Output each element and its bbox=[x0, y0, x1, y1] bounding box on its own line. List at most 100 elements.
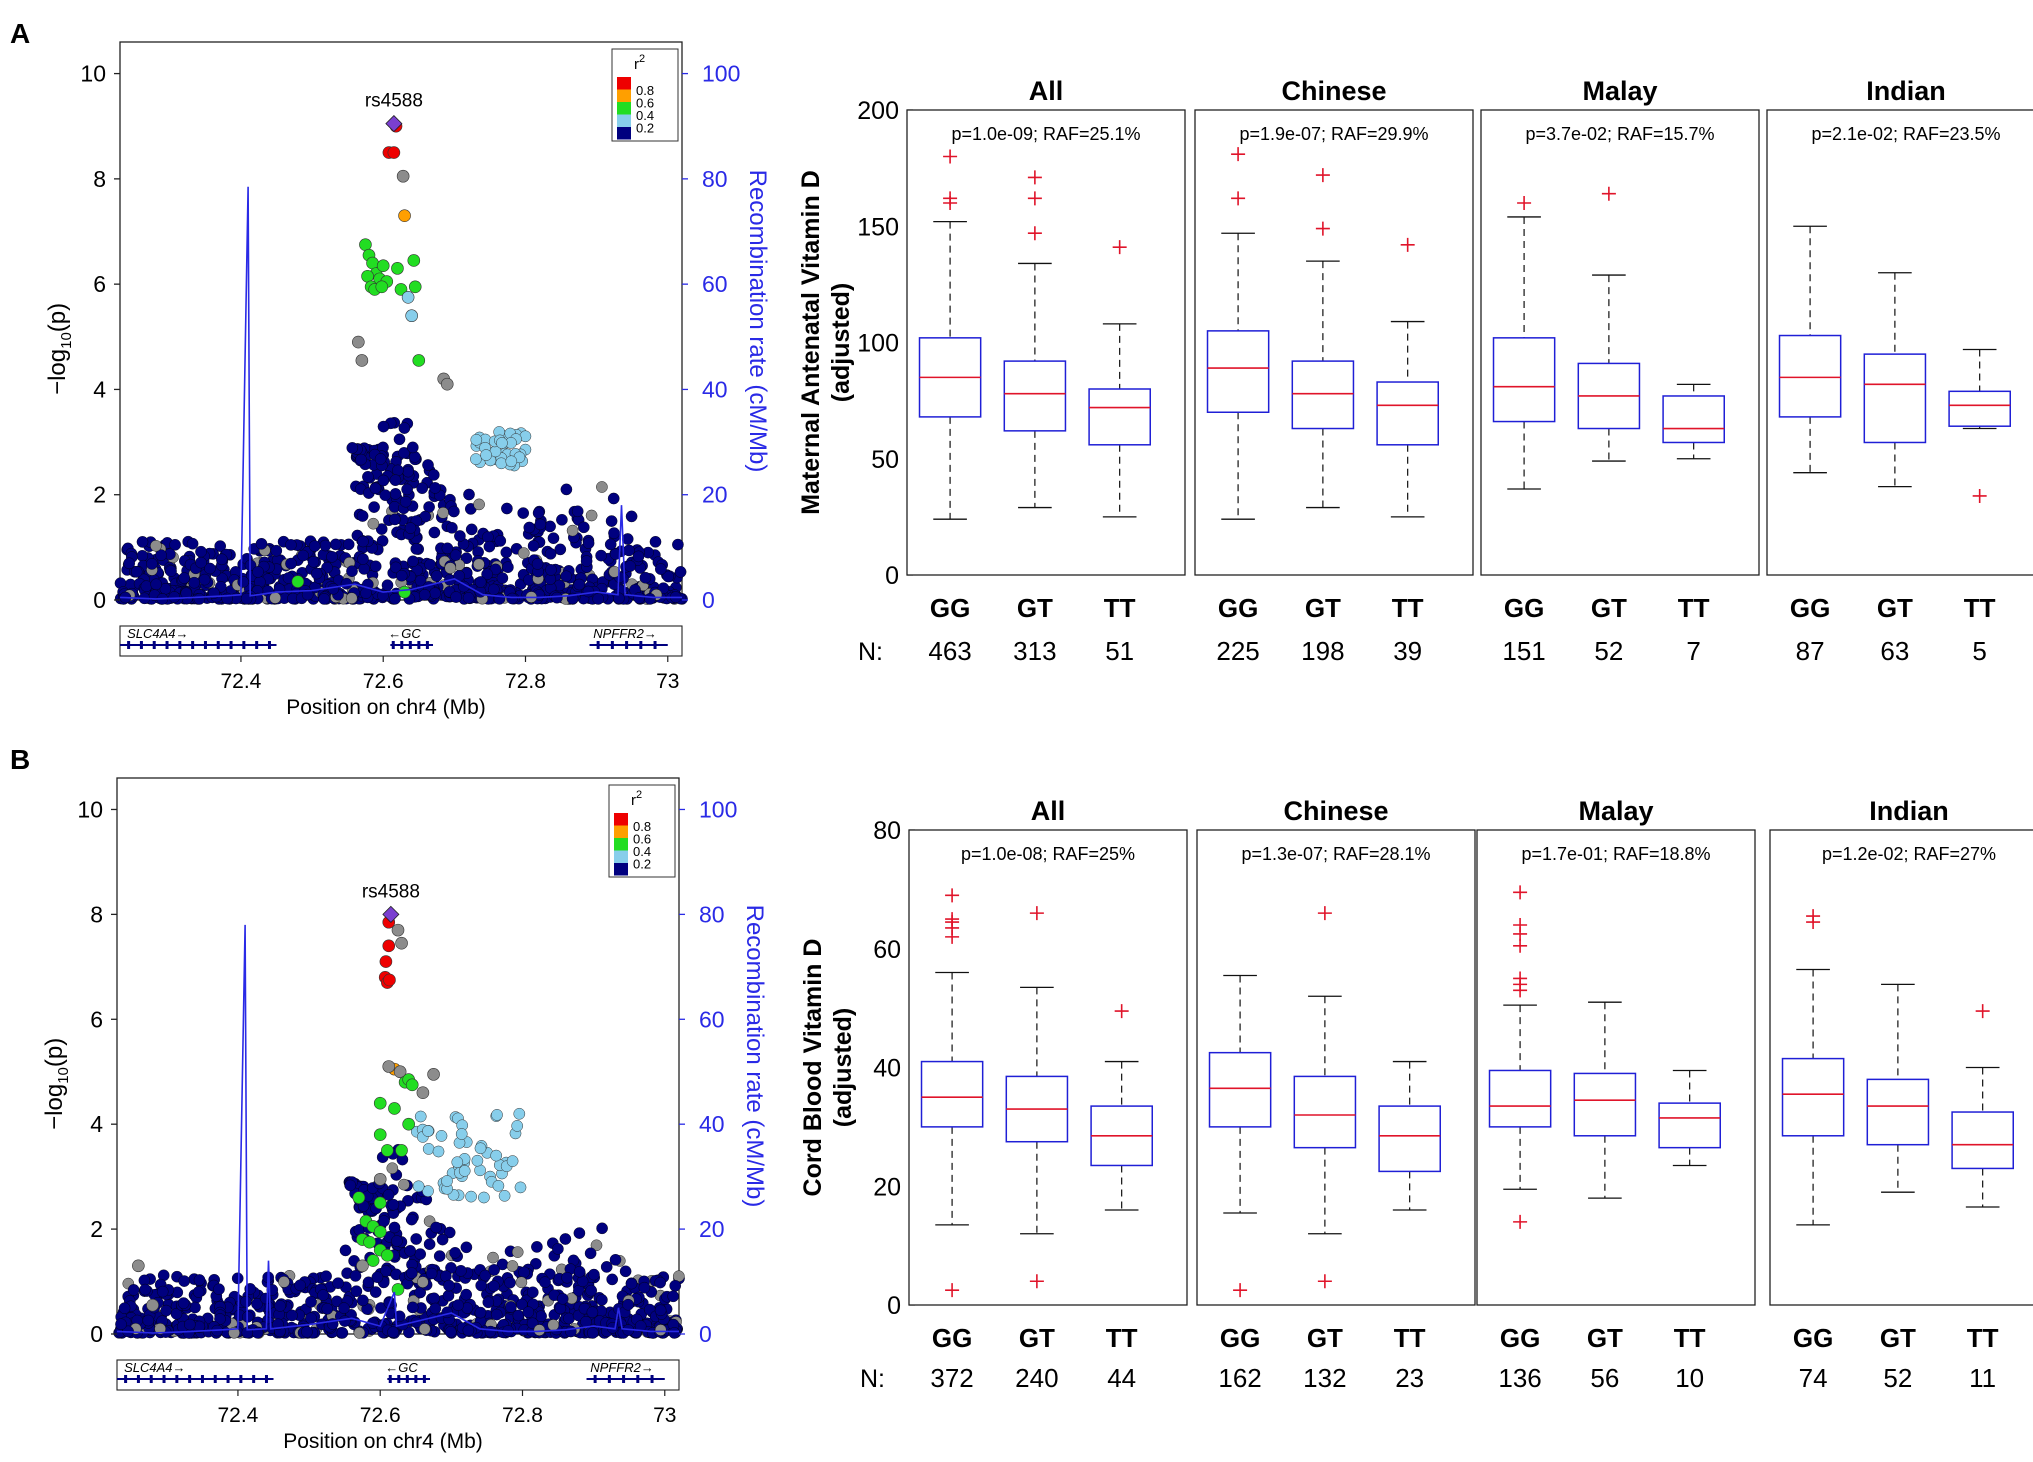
snp-dot bbox=[305, 1296, 317, 1308]
snp-dot-ld04 bbox=[480, 449, 492, 461]
snp-dot bbox=[332, 1277, 344, 1289]
box-gg: GG 74 bbox=[1781, 909, 1845, 1393]
y-right-tick-label: 0 bbox=[702, 587, 715, 613]
snp-dot bbox=[215, 553, 228, 566]
sample-size-label: 10 bbox=[1675, 1363, 1704, 1393]
snp-dot bbox=[377, 474, 390, 487]
snp-dot bbox=[427, 469, 440, 481]
snp-dot bbox=[566, 524, 579, 537]
group-title: Indian bbox=[1866, 76, 1946, 106]
snp-dot bbox=[305, 1312, 317, 1324]
snp-dot bbox=[578, 521, 590, 534]
snp-dot bbox=[213, 1283, 225, 1295]
group-stat: p=1.2e-02; RAF=27% bbox=[1822, 844, 1996, 864]
snp-dot bbox=[278, 1276, 290, 1288]
box-gt: GT 198 bbox=[1291, 168, 1355, 666]
snp-dot bbox=[401, 483, 413, 496]
outlier-marker bbox=[1231, 191, 1246, 206]
gene-exon bbox=[414, 1375, 418, 1383]
gene-label-slc4a4: SLC4A4→ bbox=[127, 626, 188, 641]
gene-exon bbox=[593, 1375, 597, 1383]
snp-dot bbox=[511, 1246, 524, 1258]
snp-dot-highlight bbox=[373, 1172, 387, 1186]
snp-dot bbox=[584, 1247, 597, 1260]
snp-dot bbox=[188, 576, 200, 589]
y-axis-label: Cord Blood Vitamin D bbox=[799, 939, 827, 1197]
box-group-all: All p=1.0e-09; RAF=25.1% GG 463 GT 313 TT 51 bbox=[906, 76, 1186, 666]
iqr-box bbox=[1658, 1102, 1721, 1149]
snp-dot bbox=[490, 1308, 503, 1321]
snp-dot bbox=[142, 1314, 155, 1327]
snp-dot bbox=[465, 523, 478, 536]
recombination-rate-line bbox=[119, 186, 682, 600]
outlier-marker bbox=[943, 196, 958, 210]
gene-exon bbox=[191, 641, 195, 649]
gene-exon bbox=[149, 1375, 153, 1383]
y-tick-label: 0 bbox=[885, 562, 899, 590]
ld-legend-label: 0.4 bbox=[636, 108, 654, 123]
snp-dot bbox=[391, 1235, 403, 1247]
gene-exon bbox=[405, 1375, 409, 1383]
ld-legend-title-text: r bbox=[634, 56, 639, 73]
snp-dot bbox=[389, 513, 401, 526]
iqr-box bbox=[1488, 1069, 1552, 1128]
genotype-label: GG bbox=[1500, 1323, 1540, 1353]
snp-dot bbox=[405, 1267, 418, 1279]
snp-dot bbox=[326, 551, 338, 563]
snp-dot-ld04 bbox=[478, 1191, 490, 1204]
y-tick-label: 10 bbox=[80, 61, 106, 87]
gene-label-gc: ←GC bbox=[388, 626, 421, 641]
gene-exon bbox=[422, 1375, 426, 1383]
snp-dot-ld04 bbox=[412, 1180, 425, 1193]
snp-dot bbox=[251, 1298, 263, 1310]
snp-dot bbox=[389, 561, 402, 574]
box-group-all: All p=1.0e-08; RAF=25% GG 372 GT 240 TT 44 bbox=[908, 796, 1188, 1393]
ld-legend-swatch bbox=[617, 89, 631, 102]
snp-dot bbox=[449, 1247, 461, 1259]
group-title: All bbox=[1031, 796, 1066, 826]
outlier-marker bbox=[945, 888, 960, 903]
snp-dot bbox=[561, 1271, 573, 1284]
y-tick-label: 0 bbox=[93, 587, 106, 613]
snp-dot bbox=[522, 1306, 535, 1318]
snp-dot bbox=[551, 591, 563, 604]
box-group-indian: Indian p=1.2e-02; RAF=27% GG 74 GT 52 TT 11 bbox=[1769, 796, 2033, 1393]
snp-dot-highlight bbox=[393, 1065, 407, 1079]
y-axis-label-sub: 10 bbox=[55, 1067, 72, 1084]
snp-dot bbox=[423, 1238, 436, 1250]
snp-dot bbox=[460, 552, 473, 565]
gene-exon bbox=[162, 1375, 166, 1383]
snp-dot-highlight bbox=[382, 1060, 396, 1073]
snp-dot-highlight bbox=[391, 923, 405, 937]
outlier-marker bbox=[1317, 906, 1332, 921]
box-frame bbox=[908, 829, 1188, 1306]
snp-dot bbox=[443, 1279, 455, 1292]
n-row-label: N: bbox=[860, 1365, 885, 1393]
snp-dot bbox=[539, 1276, 551, 1288]
snp-dot bbox=[156, 1285, 169, 1298]
sample-size-label: 23 bbox=[1395, 1363, 1424, 1393]
snp-dot bbox=[455, 1265, 467, 1277]
gene-exon bbox=[625, 641, 629, 649]
snp-dot bbox=[488, 1280, 500, 1292]
snp-dot bbox=[605, 515, 618, 527]
box-tt: TT 23 bbox=[1378, 1060, 1441, 1393]
snp-dot bbox=[506, 592, 519, 605]
snp-dot bbox=[449, 549, 462, 561]
snp-dot bbox=[150, 578, 162, 591]
snp-dot bbox=[353, 1327, 366, 1339]
snp-dot bbox=[619, 1265, 632, 1278]
sample-size-label: 240 bbox=[1015, 1363, 1058, 1393]
snp-dot bbox=[178, 1275, 190, 1287]
snp-dot bbox=[667, 1290, 680, 1303]
y-tick-label: 2 bbox=[93, 482, 106, 508]
y-tick-label: 6 bbox=[90, 1006, 103, 1032]
box-gt: GT 52 bbox=[1866, 983, 1930, 1393]
sample-size-label: 44 bbox=[1107, 1363, 1136, 1393]
gene-exon bbox=[255, 641, 259, 649]
snp-dot bbox=[416, 482, 429, 495]
snp-dot bbox=[155, 549, 167, 562]
snp-dot bbox=[672, 538, 684, 551]
y-right-tick-label: 80 bbox=[699, 901, 725, 927]
